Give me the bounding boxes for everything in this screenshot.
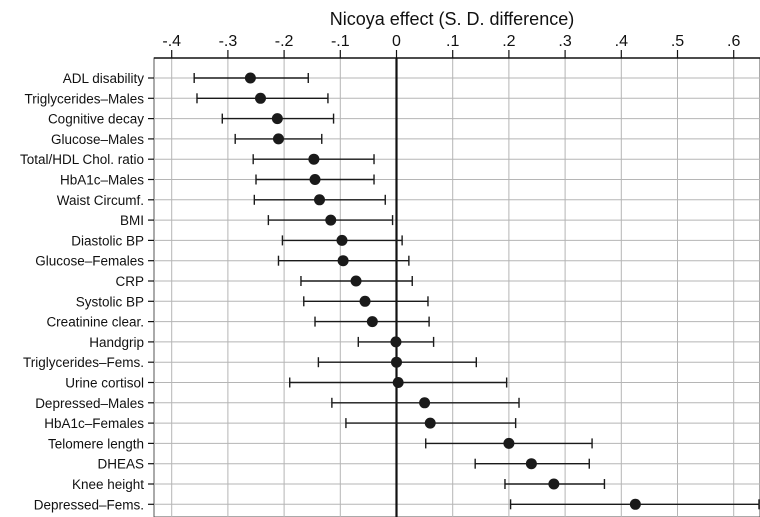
category-label: Waist Circumf. <box>57 193 144 208</box>
chart-title: Nicoya effect (S. D. difference) <box>330 9 574 29</box>
estimate-point <box>272 133 284 145</box>
category-label: Total/HDL Chol. ratio <box>20 152 144 167</box>
category-label: Handgrip <box>89 335 144 350</box>
estimate-point <box>366 316 378 328</box>
estimate-marks <box>193 72 760 510</box>
category-label: Knee height <box>72 477 144 492</box>
grid-lines <box>153 57 760 517</box>
category-label: Cognitive decay <box>48 112 144 127</box>
x-tick-label: .3 <box>558 33 571 50</box>
estimate-point <box>350 275 362 287</box>
category-labels: ADL disability Triglycerides–Males Cogniti… <box>20 71 144 512</box>
category-label: CRP <box>115 274 144 289</box>
estimate-point <box>336 234 348 246</box>
x-tick-label: -.4 <box>162 33 181 50</box>
category-label: Glucose–Males <box>51 132 144 147</box>
estimate-point <box>244 72 256 84</box>
estimate-point <box>424 417 436 429</box>
estimate-point <box>314 194 326 206</box>
estimate-point <box>337 255 349 267</box>
category-label: HbA1c–Males <box>60 173 144 188</box>
category-label: Triglycerides–Fems. <box>23 355 144 370</box>
x-tick-label: .4 <box>615 33 628 50</box>
estimate-point <box>419 397 431 409</box>
x-axis: -.4 -.3 -.2 -.1 0 .1 .2 .3 .4 .5 .6 <box>148 33 760 505</box>
category-label: Telomere length <box>48 436 144 451</box>
plot-frame <box>153 57 760 517</box>
estimate-point <box>391 356 402 368</box>
x-tick-label: .5 <box>671 33 684 50</box>
x-tick-label: -.3 <box>219 33 238 50</box>
category-label: Creatinine clear. <box>46 315 144 330</box>
estimate-point <box>503 437 515 449</box>
estimate-point <box>254 92 266 104</box>
estimate-point <box>309 174 321 185</box>
estimate-point <box>271 113 283 125</box>
estimate-point <box>629 498 641 510</box>
estimate-point <box>525 458 537 470</box>
estimate-point <box>359 295 371 307</box>
category-label: Triglycerides–Males <box>24 91 144 106</box>
category-label: HbA1c–Females <box>44 416 144 431</box>
category-label: DHEAS <box>97 457 144 472</box>
estimate-point <box>325 214 337 226</box>
category-label: Diastolic BP <box>71 233 144 248</box>
x-tick-label: -.1 <box>331 33 350 50</box>
x-tick-label: .2 <box>502 33 515 50</box>
x-tick-label: 0 <box>392 33 401 50</box>
x-tick-label: .6 <box>727 33 740 50</box>
estimate-point <box>308 153 320 165</box>
estimate-point <box>390 336 402 348</box>
category-label: Depressed–Males <box>35 396 144 411</box>
category-label: Depressed–Fems. <box>34 497 144 512</box>
category-label: BMI <box>120 213 144 228</box>
x-tick-label: -.2 <box>275 33 294 50</box>
category-label: ADL disability <box>63 71 145 86</box>
category-label: Systolic BP <box>76 294 144 309</box>
estimate-point <box>548 478 560 490</box>
estimate-point <box>392 377 404 388</box>
category-label: Urine cortisol <box>65 376 144 391</box>
category-label: Glucose–Females <box>35 254 144 269</box>
x-tick-label: .1 <box>446 33 459 50</box>
